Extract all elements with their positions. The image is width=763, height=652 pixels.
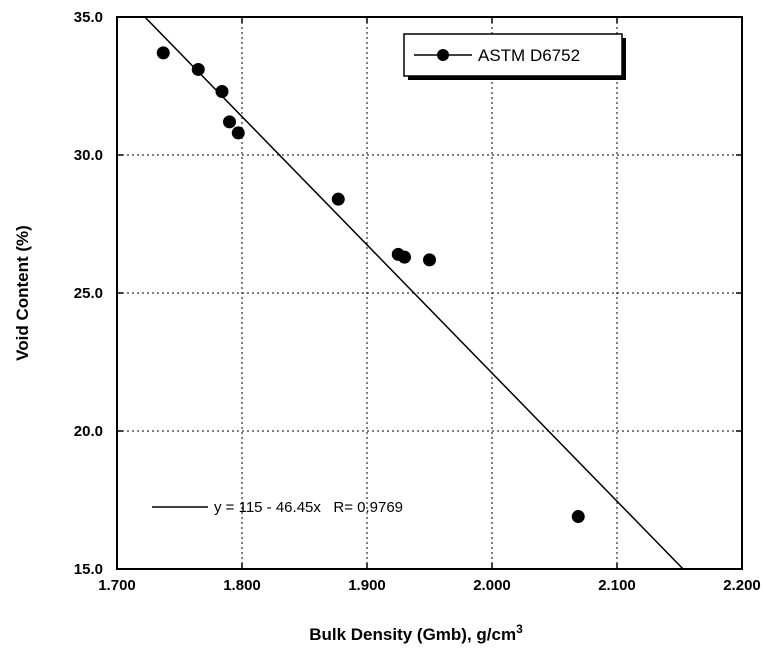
x-tick-label: 1.900: [348, 577, 386, 594]
x-tick-label: 2.100: [598, 577, 636, 594]
x-tick-label: 1.800: [223, 577, 261, 594]
data-point: [231, 126, 245, 140]
y-tick-label: 35.0: [74, 9, 103, 26]
y-tick-label: 25.0: [74, 285, 103, 302]
data-points: [156, 46, 585, 524]
axis-ticks: 1.700 1.800 1.900 2.000 2.100 2.200 15.0 20.0 25…: [74, 9, 761, 594]
y-tick-label: 20.0: [74, 423, 103, 440]
data-point: [223, 115, 236, 129]
y-tick-label: 30.0: [74, 147, 103, 164]
y-axis-title: Void Content (%): [13, 225, 32, 361]
x-tick-label: 2.200: [723, 577, 761, 594]
fit-annotation: y = 115 - 46.45x R= 0.9769: [152, 499, 403, 516]
legend: ASTM D6752: [403, 33, 626, 80]
x-axis-title-superscript: 3: [516, 622, 523, 636]
gridlines: [117, 17, 742, 569]
y-tick-label: 15.0: [74, 561, 103, 578]
x-axis-title-text: Bulk Density (Gmb), g/cm: [309, 625, 516, 644]
data-point: [423, 253, 436, 267]
data-point: [215, 85, 229, 99]
data-point: [398, 250, 411, 264]
data-point: [191, 62, 205, 76]
x-axis-title: Bulk Density (Gmb), g/cm3: [309, 622, 523, 644]
x-tick-label: 2.000: [473, 577, 511, 594]
legend-marker: [437, 49, 449, 61]
fit-equation: y = 115 - 46.45x R= 0.9769: [214, 499, 403, 516]
data-point: [156, 46, 170, 60]
legend-label: ASTM D6752: [478, 46, 580, 65]
data-point: [331, 192, 345, 206]
x-tick-label: 1.700: [98, 577, 136, 594]
data-point: [571, 510, 585, 524]
